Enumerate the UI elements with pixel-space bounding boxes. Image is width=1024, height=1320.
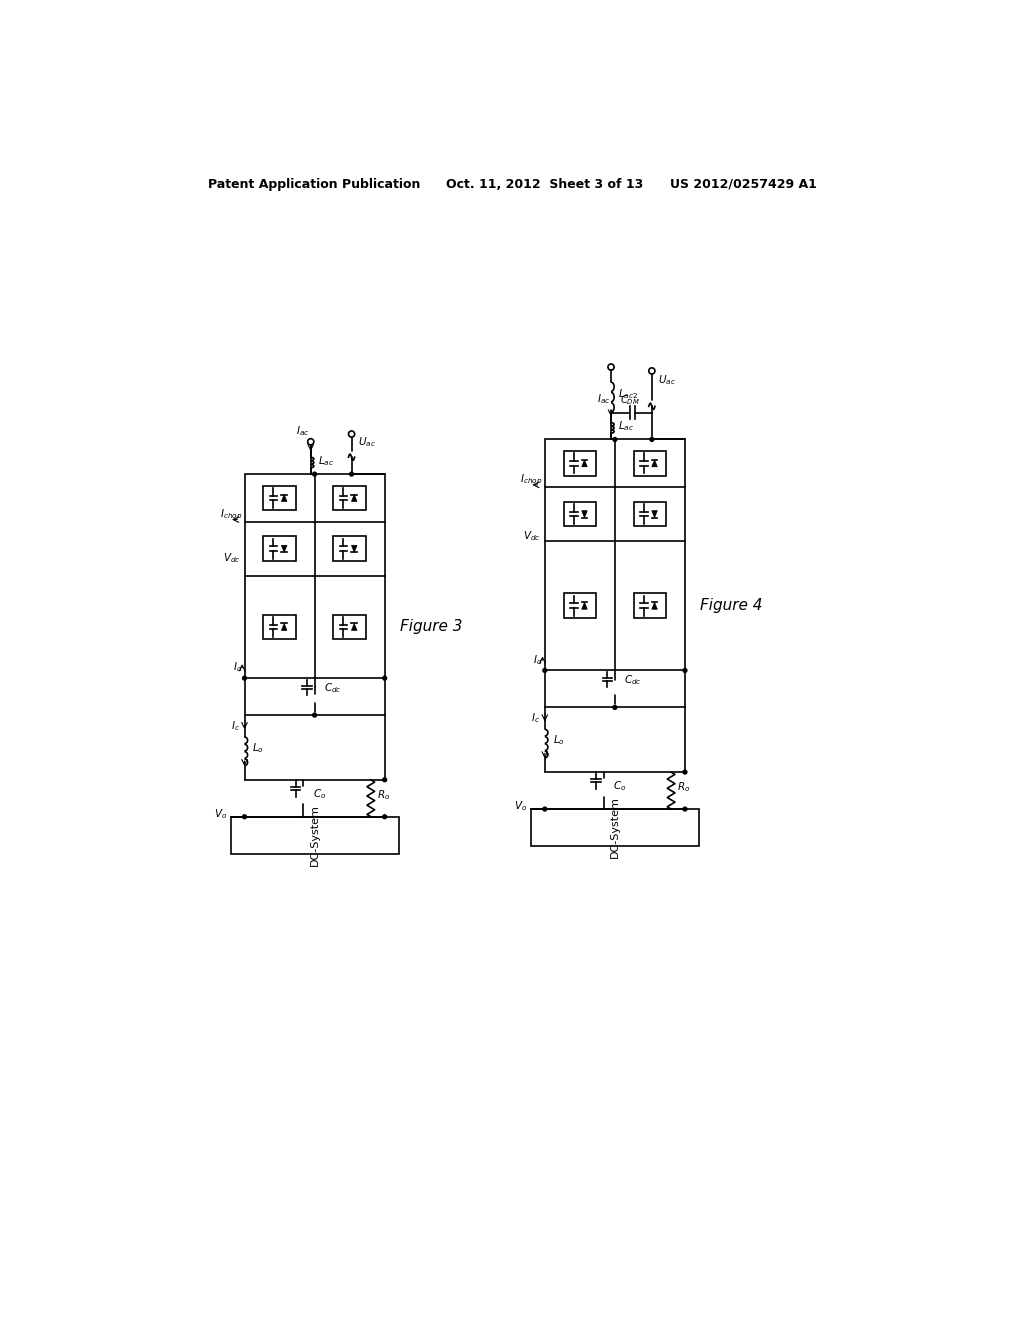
Text: $I_d$: $I_d$ (532, 653, 543, 667)
Circle shape (613, 437, 616, 441)
Text: $U_{ac}$: $U_{ac}$ (357, 434, 376, 449)
Circle shape (683, 807, 687, 810)
Bar (334, 536, 366, 561)
Bar (563, 451, 596, 475)
Text: $V_{dc}$: $V_{dc}$ (523, 529, 541, 544)
Polygon shape (582, 602, 587, 610)
Bar (263, 536, 296, 561)
Polygon shape (651, 459, 657, 467)
Circle shape (683, 668, 687, 672)
Bar (545, 440, 685, 671)
Text: $C_{DM}$: $C_{DM}$ (621, 393, 640, 407)
Text: $C_o$: $C_o$ (613, 779, 627, 793)
Text: $I_d$: $I_d$ (232, 660, 243, 675)
Circle shape (383, 777, 387, 781)
Text: Figure 4: Figure 4 (700, 598, 763, 614)
Bar (634, 451, 666, 475)
Circle shape (543, 807, 547, 810)
Text: $C_o$: $C_o$ (312, 787, 326, 800)
Bar (230, 817, 398, 854)
Text: $I_{ac}$: $I_{ac}$ (296, 424, 309, 438)
Bar (263, 615, 296, 639)
Polygon shape (351, 545, 357, 552)
Text: $I_c$: $I_c$ (230, 719, 240, 733)
Circle shape (243, 676, 247, 680)
Text: US 2012/0257429 A1: US 2012/0257429 A1 (670, 178, 816, 190)
Bar (634, 502, 666, 527)
Polygon shape (582, 459, 587, 467)
Text: $L_{ac}$: $L_{ac}$ (617, 420, 634, 433)
Text: $I_c$: $I_c$ (531, 711, 540, 725)
Text: $R_o$: $R_o$ (677, 780, 690, 795)
Polygon shape (351, 623, 357, 631)
Bar (334, 486, 366, 511)
Text: $L_o$: $L_o$ (553, 734, 564, 747)
Polygon shape (282, 545, 287, 552)
Text: $V_o$: $V_o$ (214, 807, 226, 821)
Circle shape (683, 770, 687, 774)
Text: DC-System: DC-System (610, 796, 620, 858)
Text: $C_{dc}$: $C_{dc}$ (625, 673, 642, 688)
Text: $I_{chop}$: $I_{chop}$ (220, 508, 243, 521)
Bar (263, 486, 296, 511)
Circle shape (613, 705, 616, 709)
Text: $L_{ac2}$: $L_{ac2}$ (617, 387, 638, 401)
Text: Figure 3: Figure 3 (400, 619, 463, 635)
Text: $C_{dc}$: $C_{dc}$ (324, 681, 342, 696)
Circle shape (312, 473, 316, 477)
Circle shape (650, 437, 653, 441)
Text: DC-System: DC-System (309, 804, 319, 866)
Text: Patent Application Publication: Patent Application Publication (208, 178, 420, 190)
Polygon shape (351, 495, 357, 502)
Bar (563, 502, 596, 527)
Bar (334, 615, 366, 639)
Text: Oct. 11, 2012  Sheet 3 of 13: Oct. 11, 2012 Sheet 3 of 13 (446, 178, 643, 190)
Text: $V_o$: $V_o$ (514, 799, 527, 813)
Text: $V_{dc}$: $V_{dc}$ (223, 550, 241, 565)
Circle shape (543, 668, 547, 672)
Circle shape (312, 713, 316, 717)
Circle shape (349, 473, 353, 477)
Text: $I_{chop}$: $I_{chop}$ (520, 473, 543, 487)
Text: $U_{ac}$: $U_{ac}$ (658, 374, 676, 387)
Circle shape (383, 676, 387, 680)
Text: $L_{ac}$: $L_{ac}$ (317, 454, 334, 467)
Polygon shape (651, 511, 657, 517)
Bar (531, 809, 698, 846)
Polygon shape (651, 602, 657, 610)
Text: $R_o$: $R_o$ (377, 788, 390, 803)
Bar (563, 594, 596, 618)
Bar (634, 594, 666, 618)
Text: $L_o$: $L_o$ (252, 742, 264, 755)
Polygon shape (282, 495, 287, 502)
Circle shape (243, 814, 247, 818)
Circle shape (383, 814, 387, 818)
Polygon shape (282, 623, 287, 631)
Polygon shape (582, 511, 587, 517)
Bar (245, 474, 385, 678)
Text: $I_{ac}$: $I_{ac}$ (597, 392, 610, 407)
